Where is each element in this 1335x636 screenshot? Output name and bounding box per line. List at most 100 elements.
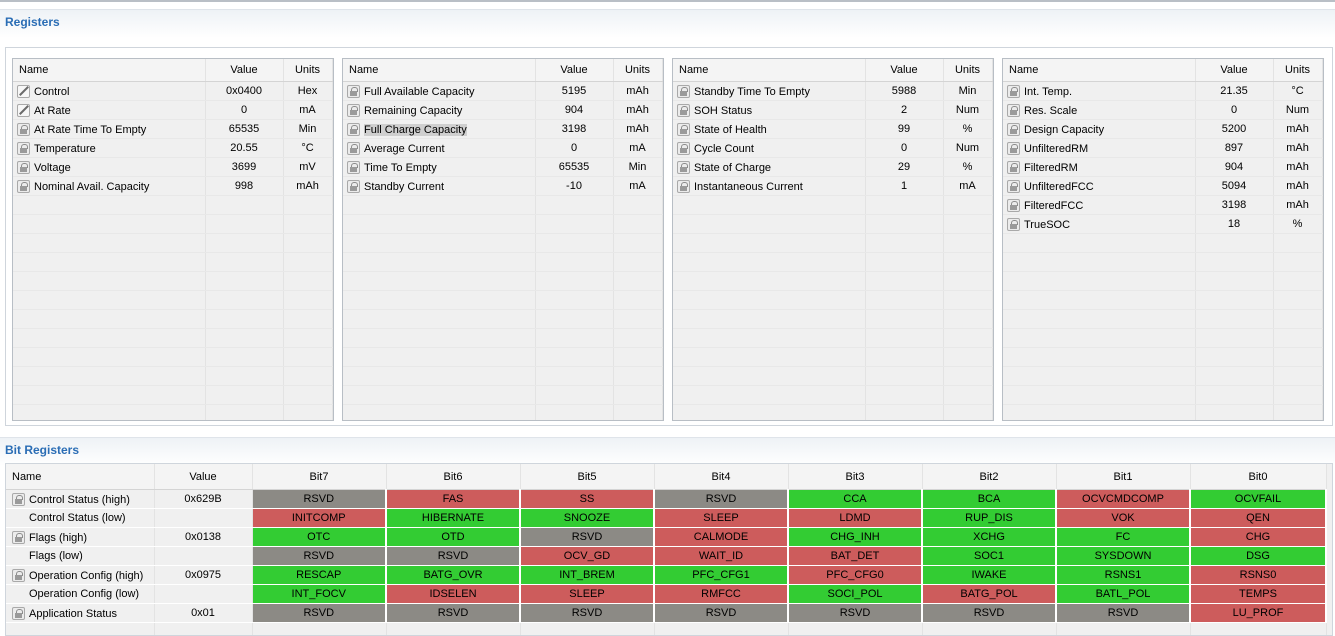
bit-cell: VOK	[1056, 509, 1190, 528]
column-header-bit2[interactable]: Bit2	[922, 464, 1056, 490]
bit-cell: BAT_DET	[788, 547, 922, 566]
column-header-name[interactable]: Name	[673, 59, 865, 82]
column-header-units[interactable]: Units	[283, 59, 332, 82]
column-header-name[interactable]: Name	[1003, 59, 1195, 82]
register-units-cell: Min	[283, 120, 332, 139]
bit-cell: OTC	[252, 528, 386, 547]
register-value-cell	[1195, 291, 1273, 310]
bit-cell: OCVFAIL	[1190, 490, 1326, 509]
register-name: UnfilteredRM	[1024, 143, 1088, 155]
column-header-value[interactable]: Value	[205, 59, 283, 82]
register-name-cell	[13, 367, 205, 386]
bit-register-name-cell: Flags (low)	[6, 547, 154, 566]
register-value-cell	[1195, 348, 1273, 367]
register-name-cell	[673, 196, 865, 215]
bit-cell: FAS	[386, 490, 520, 509]
lock-icon	[347, 104, 360, 117]
column-header-value[interactable]: Value	[1195, 59, 1273, 82]
register-units-cell	[943, 196, 992, 215]
column-header-bit5[interactable]: Bit5	[520, 464, 654, 490]
register-name: Voltage	[34, 162, 71, 174]
column-header-value[interactable]: Value	[154, 464, 252, 490]
column-header-units[interactable]: Units	[613, 59, 662, 82]
register-name-cell	[1003, 310, 1195, 329]
bit-cell: QEN	[1190, 509, 1326, 528]
register-units-cell	[1273, 272, 1322, 291]
column-header-bit3[interactable]: Bit3	[788, 464, 922, 490]
column-header-bit1[interactable]: Bit1	[1056, 464, 1190, 490]
column-header-name[interactable]: Name	[13, 59, 205, 82]
column-header-value[interactable]: Value	[865, 59, 943, 82]
empty-row	[673, 291, 992, 310]
lock-icon	[12, 531, 25, 544]
register-units-cell	[943, 291, 992, 310]
bit-cell: RSVD	[1056, 604, 1190, 623]
column-header-bit0[interactable]: Bit0	[1190, 464, 1326, 490]
register-units-cell	[943, 405, 992, 422]
register-name: Design Capacity	[1024, 124, 1104, 136]
column-header-bit6[interactable]: Bit6	[386, 464, 520, 490]
register-name-cell: Full Available Capacity	[343, 82, 535, 101]
register-row[interactable]: Int. Temp.21.35°C	[1003, 82, 1322, 101]
bit-cell: WAIT_ID	[654, 547, 788, 566]
bit-register-name: Application Status	[29, 608, 117, 620]
column-header-bit7[interactable]: Bit7	[252, 464, 386, 490]
column-header-bit4[interactable]: Bit4	[654, 464, 788, 490]
register-value-cell	[205, 291, 283, 310]
register-name: Average Current	[364, 143, 445, 155]
column-header-value[interactable]: Value	[535, 59, 613, 82]
lock-icon	[347, 180, 360, 193]
register-name-cell	[343, 196, 535, 215]
column-header-name[interactable]: Name	[343, 59, 535, 82]
register-name: Full Available Capacity	[364, 86, 474, 98]
column-header-name[interactable]: Name	[6, 464, 154, 490]
register-name: At Rate	[34, 105, 71, 117]
empty-row	[13, 405, 332, 422]
column-header-units[interactable]: Units	[1273, 59, 1322, 82]
empty-row	[673, 329, 992, 348]
register-value-cell: 3699	[205, 158, 283, 177]
register-units-cell	[283, 272, 332, 291]
register-units-cell: °C	[283, 139, 332, 158]
bit-cell: SYSDOWN	[1056, 547, 1190, 566]
bit-register-name: Flags (high)	[29, 532, 87, 544]
empty-row	[343, 405, 662, 422]
bit-cell: INITCOMP	[252, 509, 386, 528]
lock-icon	[17, 161, 30, 174]
column-header-units[interactable]: Units	[943, 59, 992, 82]
register-name: Standby Time To Empty	[694, 86, 810, 98]
